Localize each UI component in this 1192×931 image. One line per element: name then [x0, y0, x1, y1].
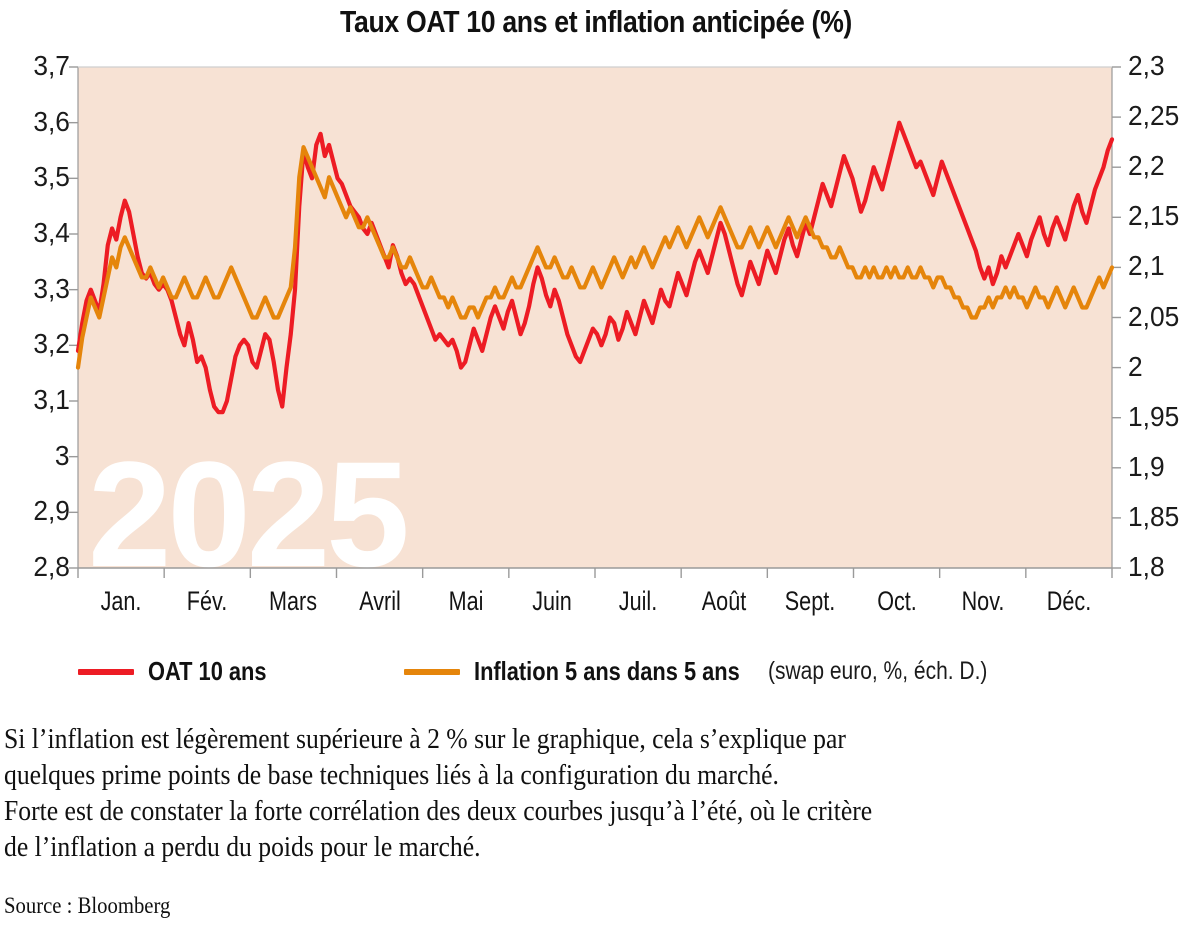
y-left-tick-label: 3,1 — [33, 384, 70, 415]
x-tick-label: Mars — [269, 586, 318, 616]
legend-note-inflation: (swap euro, %, éch. D.) — [768, 657, 988, 685]
legend-label-inflation: Inflation 5 ans dans 5 ans — [474, 656, 740, 686]
y-right-tick-label: 2,3 — [1128, 50, 1165, 81]
y-left-tick-label: 3,5 — [33, 161, 70, 193]
caption-line-1: Si l’inflation est légèrement supérieure… — [4, 724, 846, 755]
y-right-tick-label: 1,8 — [1128, 551, 1165, 582]
caption-line-3: Forte est de constater la forte corrélat… — [4, 796, 873, 827]
legend-swatch-inflation — [404, 668, 460, 675]
caption-line-2: quelques prime points de base techniques… — [4, 760, 779, 791]
y-left-tick-label: 3 — [55, 439, 70, 471]
series-line-inflation — [75, 145, 1115, 370]
legend-label-oat: OAT 10 ans — [148, 656, 267, 686]
page-title: Taux OAT 10 ans et inflation anticipée (… — [340, 4, 852, 39]
chart-plot: 2025 — [69, 66, 1121, 598]
x-tick-label: Jan. — [100, 586, 142, 616]
y-right-tick-label: 2 — [1128, 350, 1143, 382]
y-left-tick-label: 3,7 — [33, 50, 70, 81]
x-tick-label: Nov. — [961, 586, 1005, 616]
caption-block: Si l’inflation est légèrement supérieure… — [4, 722, 1184, 866]
x-tick-label: Juin — [532, 586, 572, 616]
y-right-tick-label: 2,05 — [1128, 300, 1180, 332]
legend-entry-oat[interactable]: OAT 10 ans — [78, 656, 289, 687]
y-right-tick-label: 1,9 — [1128, 450, 1165, 482]
y-right-tick-label: 2,25 — [1128, 100, 1180, 132]
y-left-tick-label: 2,9 — [33, 495, 70, 527]
x-tick-label: Oct. — [876, 586, 917, 616]
y-left-tick-label: 2,8 — [33, 551, 70, 582]
y-right-tick-label: 1,85 — [1128, 500, 1180, 532]
y-right-tick-label: 1,95 — [1128, 400, 1180, 432]
source-note: Source : Bloomberg — [4, 893, 171, 918]
y-left-tick-label: 3,4 — [33, 217, 70, 248]
legend-swatch-oat — [78, 668, 134, 675]
y-right-tick-label: 2,1 — [1128, 250, 1165, 282]
x-tick-label: Sept. — [785, 586, 836, 616]
y-left-tick-label: 3,2 — [33, 328, 70, 360]
x-tick-label: Fév. — [187, 586, 228, 616]
y-right-tick-label: 2,15 — [1128, 200, 1180, 232]
caption-line-4: de l’inflation a perdu du poids pour le … — [4, 832, 481, 863]
y-right-tick-label: 2,2 — [1128, 150, 1165, 182]
series-line-oat — [75, 120, 1115, 415]
chart-legend: OAT 10 ans Inflation 5 ans dans 5 ans (s… — [0, 652, 1192, 694]
chart-container: 2025 3,7 3,6 3,5 3,4 3,3 3,2 3,1 3 2,9 2,8 2,3 2,25… — [0, 50, 1192, 635]
y-left-tick-label: 3,6 — [33, 105, 70, 137]
legend-entry-inflation[interactable]: Inflation 5 ans dans 5 ans (swap euro, %… — [404, 656, 1030, 687]
watermark-year: 2025 — [88, 430, 406, 598]
x-tick-label: Déc. — [1046, 586, 1092, 616]
x-tick-label: Août — [702, 586, 747, 616]
x-tick-label: Juil. — [618, 586, 658, 616]
x-tick-label: Mai — [448, 586, 484, 616]
y-left-tick-label: 3,3 — [33, 272, 70, 304]
x-tick-label: Avril — [358, 586, 401, 616]
